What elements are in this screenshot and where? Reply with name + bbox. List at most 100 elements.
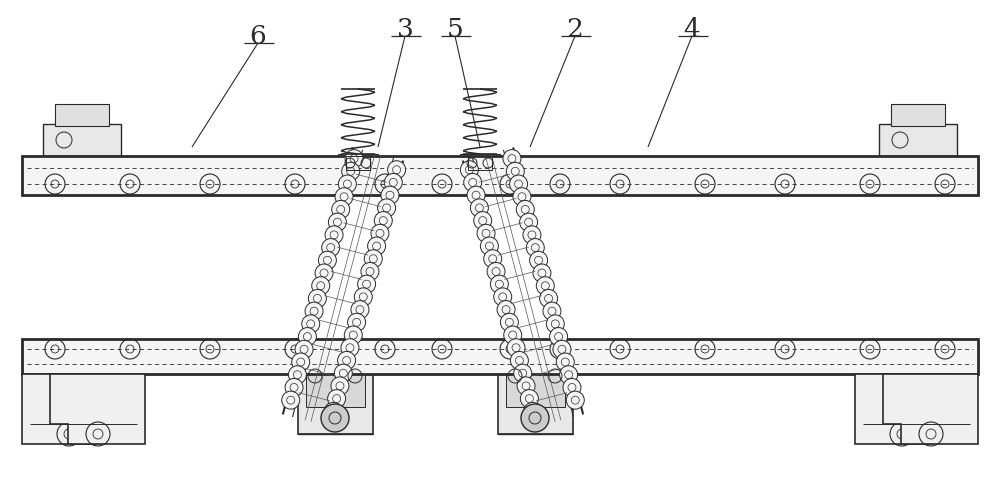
- Bar: [558, 165, 586, 179]
- Circle shape: [384, 174, 402, 192]
- Text: 4: 4: [684, 17, 700, 42]
- Bar: [338, 155, 378, 173]
- Circle shape: [374, 212, 392, 230]
- Circle shape: [487, 263, 505, 281]
- Bar: [22, 339, 978, 374]
- Circle shape: [358, 275, 376, 294]
- Circle shape: [338, 352, 356, 370]
- Circle shape: [388, 162, 406, 180]
- Circle shape: [282, 392, 300, 409]
- Circle shape: [318, 252, 336, 270]
- Circle shape: [364, 250, 382, 268]
- Circle shape: [308, 290, 326, 308]
- Bar: [340, 157, 390, 177]
- Circle shape: [371, 225, 389, 243]
- Circle shape: [521, 404, 549, 432]
- Circle shape: [292, 353, 310, 371]
- Circle shape: [460, 162, 478, 180]
- Circle shape: [510, 176, 528, 194]
- Circle shape: [556, 353, 574, 371]
- Circle shape: [513, 188, 531, 206]
- Circle shape: [484, 250, 502, 268]
- Circle shape: [507, 339, 525, 357]
- Circle shape: [368, 238, 386, 256]
- Bar: [891, 105, 945, 127]
- Circle shape: [332, 201, 350, 219]
- Circle shape: [566, 392, 584, 409]
- Circle shape: [504, 326, 522, 344]
- Bar: [879, 125, 957, 157]
- Bar: [498, 364, 573, 434]
- Bar: [298, 364, 373, 434]
- Circle shape: [503, 150, 521, 168]
- Circle shape: [464, 174, 482, 192]
- Circle shape: [321, 404, 349, 432]
- Circle shape: [341, 339, 359, 357]
- Circle shape: [305, 302, 323, 320]
- Circle shape: [345, 150, 363, 168]
- Circle shape: [328, 390, 346, 408]
- Circle shape: [381, 187, 399, 205]
- Circle shape: [344, 326, 362, 344]
- Circle shape: [354, 288, 372, 306]
- Circle shape: [520, 214, 538, 232]
- Bar: [346, 157, 370, 171]
- Circle shape: [470, 199, 488, 217]
- Bar: [590, 165, 618, 179]
- Circle shape: [477, 225, 495, 243]
- Bar: [43, 125, 121, 157]
- Circle shape: [563, 378, 581, 396]
- Circle shape: [530, 252, 548, 270]
- Circle shape: [312, 277, 330, 295]
- Text: 2: 2: [567, 17, 583, 42]
- Circle shape: [550, 328, 568, 346]
- Circle shape: [324, 403, 342, 421]
- Circle shape: [480, 238, 498, 256]
- Circle shape: [526, 239, 544, 257]
- Circle shape: [325, 227, 343, 244]
- Bar: [506, 372, 565, 407]
- Polygon shape: [855, 374, 950, 444]
- Circle shape: [295, 341, 313, 359]
- Circle shape: [328, 214, 346, 232]
- Circle shape: [560, 366, 578, 384]
- Circle shape: [474, 212, 492, 230]
- Circle shape: [546, 315, 564, 333]
- Circle shape: [540, 290, 558, 308]
- Circle shape: [517, 377, 535, 395]
- Bar: [22, 157, 978, 196]
- Circle shape: [331, 377, 349, 395]
- Circle shape: [516, 201, 534, 219]
- Circle shape: [361, 263, 379, 281]
- Circle shape: [533, 264, 551, 283]
- Circle shape: [298, 328, 316, 346]
- Bar: [460, 155, 500, 173]
- Circle shape: [520, 390, 538, 408]
- Circle shape: [490, 275, 508, 294]
- Circle shape: [285, 378, 303, 396]
- Text: 6: 6: [250, 24, 266, 49]
- Circle shape: [348, 314, 366, 332]
- Circle shape: [467, 187, 485, 205]
- Bar: [306, 372, 365, 407]
- Bar: [462, 157, 512, 177]
- Circle shape: [494, 288, 512, 306]
- Bar: [55, 105, 109, 127]
- Circle shape: [506, 163, 524, 181]
- Circle shape: [510, 352, 528, 370]
- Circle shape: [342, 163, 360, 181]
- Circle shape: [378, 199, 396, 217]
- Bar: [468, 157, 492, 171]
- Circle shape: [497, 301, 515, 319]
- Circle shape: [302, 315, 320, 333]
- Text: 5: 5: [447, 17, 463, 42]
- Circle shape: [524, 403, 542, 421]
- Text: 3: 3: [397, 17, 413, 42]
- Circle shape: [500, 314, 518, 332]
- Circle shape: [514, 364, 532, 382]
- Polygon shape: [50, 374, 145, 444]
- Circle shape: [315, 264, 333, 283]
- Circle shape: [338, 176, 356, 194]
- Circle shape: [335, 188, 353, 206]
- Circle shape: [543, 302, 561, 320]
